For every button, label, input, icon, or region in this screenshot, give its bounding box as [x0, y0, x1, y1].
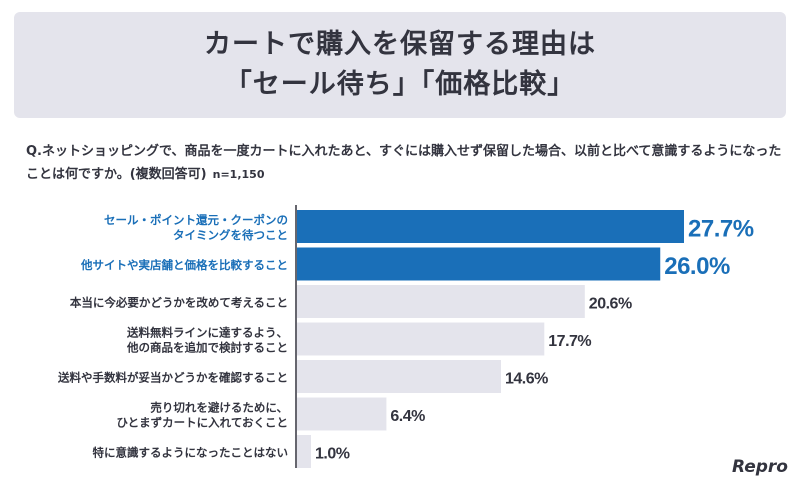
category-label: 他サイトや実店舗と価格を比較すること	[80, 258, 288, 272]
value-label: 27.7%	[688, 216, 754, 243]
value-label: 17.7%	[548, 333, 591, 350]
bar	[297, 285, 585, 318]
title-line-1: カートで購入を保留する理由は	[204, 29, 596, 60]
bar	[297, 435, 311, 468]
repro-logo: Repro	[731, 457, 788, 477]
category-label: 送料や手数料が妥当かどうかを確認すること	[57, 371, 288, 385]
title-line-2: 「セール待ち」「価格比較」	[224, 69, 576, 100]
value-label: 26.0%	[664, 253, 730, 280]
bar	[297, 360, 501, 393]
category-label: 売り切れを避けるために、	[150, 401, 288, 415]
question: Q.ネットショッピングで、商品を一度カートに入れたあと、すぐには購入せず保留した…	[26, 144, 782, 182]
value-label: 6.4%	[390, 408, 425, 425]
sample-size: n=1,150	[212, 168, 265, 181]
bar	[297, 247, 661, 281]
value-label: 1.0%	[315, 446, 350, 463]
category-label: ひとまずカートに入れておくこと	[117, 416, 288, 430]
category-label: セール・ポイント還元・クーポンの	[104, 213, 288, 227]
bar	[297, 397, 387, 431]
value-label: 20.6%	[589, 296, 632, 313]
value-label: 14.6%	[505, 371, 548, 388]
bar	[297, 322, 545, 356]
category-label: 本当に今必要かどうかを改めて考えること	[70, 296, 288, 310]
category-label: 他の商品を追加で検討すること	[126, 341, 288, 355]
category-label: 特に意識するようになったことはない	[93, 446, 289, 460]
title-banner: カートで購入を保留する理由は 「セール待ち」「価格比較」	[14, 12, 786, 118]
bar	[297, 210, 684, 243]
category-label: タイミングを待つこと	[173, 228, 288, 242]
question-text: Q.ネットショッピングで、商品を一度カートに入れたあと、すぐには購入せず保留した…	[26, 140, 786, 186]
category-label: 送料無料ラインに達するよう、	[126, 326, 288, 340]
